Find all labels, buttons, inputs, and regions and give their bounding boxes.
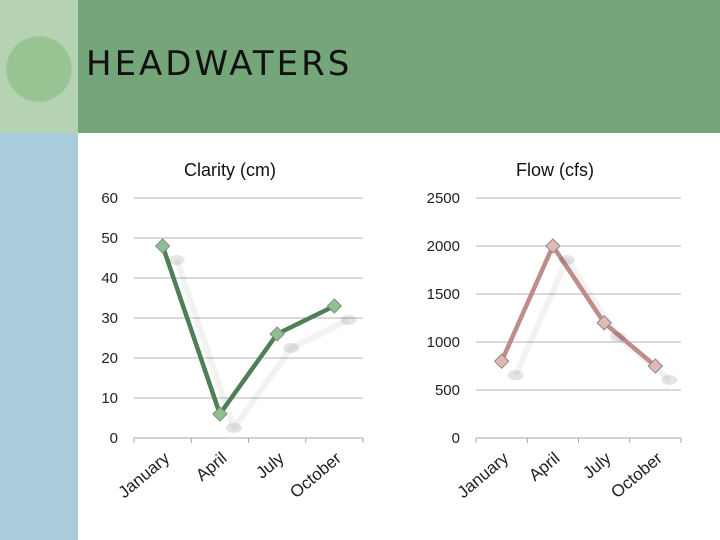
decorative-circle [6,36,72,102]
x-tick-label: July [252,448,288,482]
y-tick-label: 500 [435,382,460,399]
title-banner [78,0,720,133]
x-tick-label: July [579,448,615,482]
data-point [647,358,664,374]
data-point-shadow [558,255,575,265]
data-point-shadow [610,331,627,342]
series-line [499,243,658,369]
y-tick-label: 20 [101,350,118,367]
data-point-shadow [340,315,357,325]
x-tick-label: January [115,448,174,502]
data-point [212,406,228,422]
data-point [545,238,561,254]
y-tick-label: 1000 [427,334,460,351]
x-tick-label: October [607,448,666,502]
flow-chart: Flow (cfs) 0 500 1000 1500 2000 2500 January Apr… [427,160,682,502]
y-tick-label: 0 [452,430,460,447]
y-tick-label: 2500 [427,190,460,207]
data-point-shadow [168,255,185,265]
series-line [160,243,337,417]
data-point-shadow [225,423,242,433]
clarity-chart: Clarity (cm) 0 10 20 30 40 50 60 January April Jul… [101,160,364,502]
y-tick-label: 30 [101,310,118,327]
x-tick-label: January [454,448,513,502]
slide-title: HEADWATERS [86,44,353,84]
y-tick-label: 60 [101,190,118,207]
data-point [154,238,171,254]
y-tick-label: 2000 [427,238,460,255]
data-point [269,326,285,342]
x-tick-label: April [192,449,230,485]
data-point [326,298,343,314]
data-point [596,315,612,331]
y-tick-label: 1500 [427,286,460,303]
x-tick-label: October [286,448,345,502]
data-point-shadow [283,343,300,353]
data-point [493,353,510,369]
series-line-shadow [173,259,350,431]
y-tick-label: 10 [101,390,118,407]
y-tick-label: 40 [101,270,118,287]
left-accent-bar [0,133,78,540]
chart-title: Clarity (cm) [184,160,276,180]
y-tick-label: 50 [101,230,118,247]
chart-title: Flow (cfs) [516,160,594,180]
data-point-shadow [507,370,524,381]
x-tick-label: April [525,449,563,485]
y-tick-label: 0 [110,430,118,447]
data-point-shadow [661,375,678,385]
